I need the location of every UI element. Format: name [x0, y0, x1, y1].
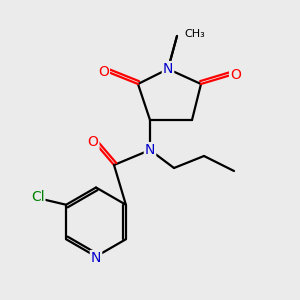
Text: N: N — [163, 62, 173, 76]
Text: N: N — [91, 251, 101, 265]
Text: CH₃: CH₃ — [184, 29, 205, 40]
Text: O: O — [230, 68, 241, 82]
Text: O: O — [98, 65, 109, 79]
Text: N: N — [145, 143, 155, 157]
Text: O: O — [88, 136, 98, 149]
Text: Cl: Cl — [31, 190, 44, 204]
